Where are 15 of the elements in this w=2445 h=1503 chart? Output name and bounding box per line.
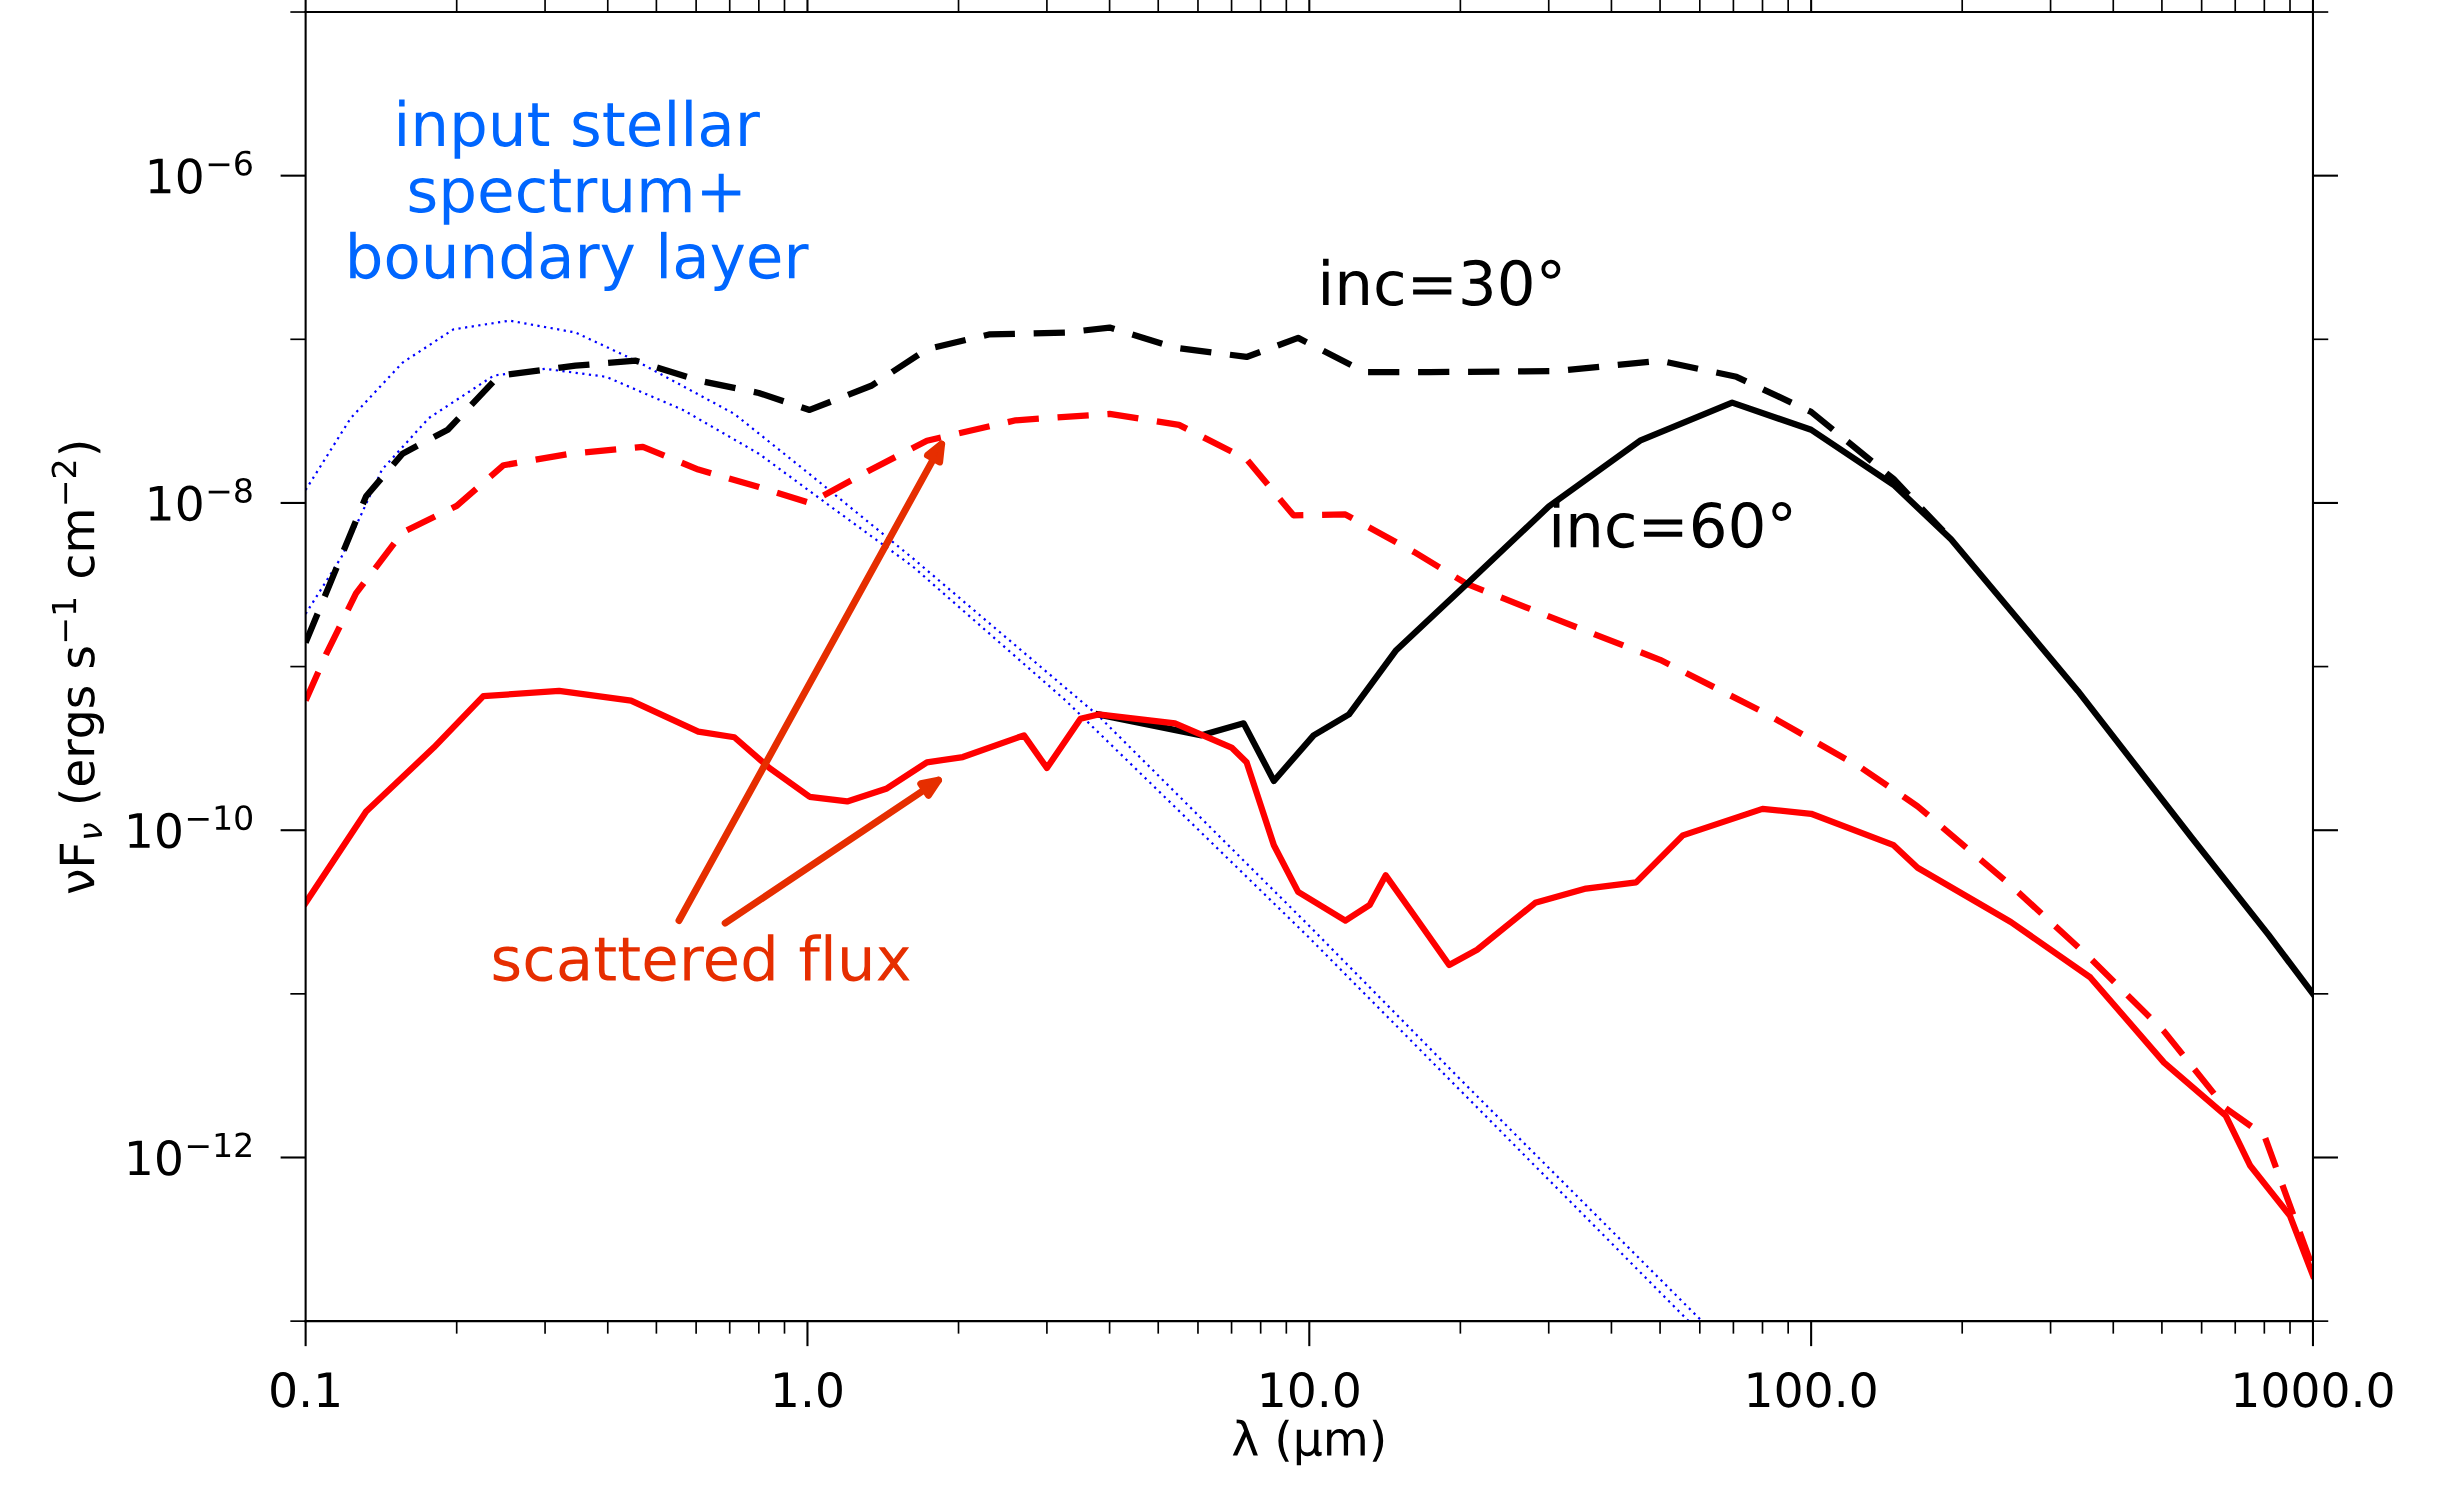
y-tick-label: 10$^{−10}$ (129, 805, 252, 849)
x-tick-label: 1.0 (775, 1371, 842, 1408)
annotation: scattered flux (493, 934, 910, 982)
annotation: inc=60° (1553, 500, 1792, 549)
x-tick-label: 1000.0 (2235, 1371, 2393, 1408)
annotation: input stellar spectrum+ boundary layer (350, 99, 809, 291)
annotation: inc=30° (1323, 258, 1561, 306)
x-tick-label: 10.0 (1261, 1371, 1359, 1408)
x-tick-label: 100.0 (1748, 1371, 1876, 1408)
y-tick-label: 10$^{−12}$ (129, 1132, 251, 1176)
x-axis-title: λ (μm) (1232, 1419, 1384, 1466)
y-tick-label: 10$^{−6}$ (149, 150, 252, 194)
y-tick-label: 10$^{−8}$ (149, 477, 252, 522)
y-axis-title: νF$_{ν}$ (ergs s$^{−1}$ cm$^{−2}$) (51, 442, 104, 894)
x-tick-label: 0.1 (271, 1371, 339, 1408)
